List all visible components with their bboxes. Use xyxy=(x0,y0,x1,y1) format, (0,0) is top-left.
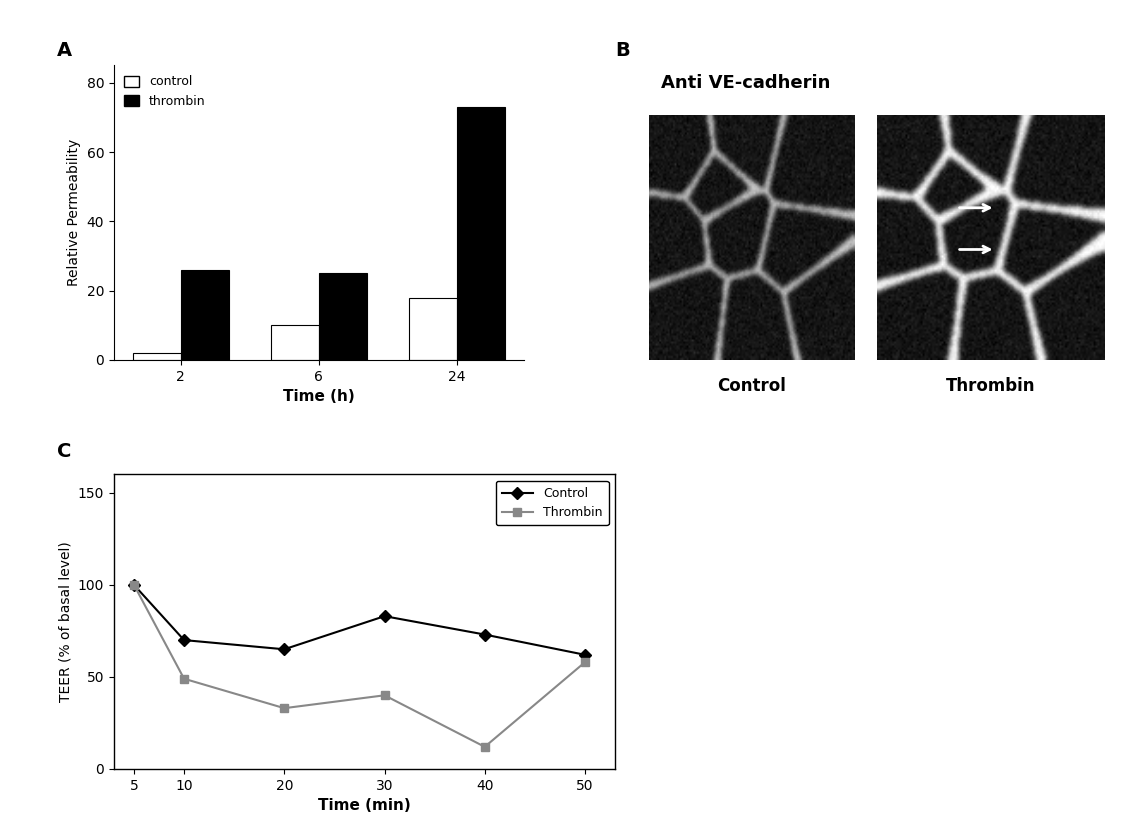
Control xyxy=(128,580,141,590)
Text: Thrombin: Thrombin xyxy=(947,377,1035,395)
Line: Thrombin: Thrombin xyxy=(130,581,589,751)
Thrombin xyxy=(278,703,292,713)
Thrombin xyxy=(178,674,191,684)
Bar xyxy=(319,273,367,360)
Bar xyxy=(181,270,229,360)
Text: Control: Control xyxy=(718,377,786,395)
Bar xyxy=(271,326,319,360)
Text: C: C xyxy=(57,442,72,461)
Text: B: B xyxy=(615,41,630,60)
Thrombin xyxy=(128,580,141,590)
Text: A: A xyxy=(57,41,72,60)
X-axis label: Time (h): Time (h) xyxy=(284,389,354,404)
Control xyxy=(278,645,292,654)
Y-axis label: TEER (% of basal level): TEER (% of basal level) xyxy=(58,542,72,702)
Control xyxy=(478,630,492,640)
Bar xyxy=(132,353,181,360)
Control xyxy=(378,611,392,621)
Bar xyxy=(409,298,457,360)
Bar xyxy=(457,107,506,360)
Text: Anti VE-cadherin: Anti VE-cadherin xyxy=(661,74,830,92)
Control xyxy=(178,635,191,645)
Line: Control: Control xyxy=(130,581,589,659)
Thrombin xyxy=(478,742,492,752)
Legend: control, thrombin: control, thrombin xyxy=(120,72,210,111)
Legend: Control, Thrombin: Control, Thrombin xyxy=(495,481,609,525)
Thrombin xyxy=(378,690,392,700)
X-axis label: Time (min): Time (min) xyxy=(318,798,411,813)
Control xyxy=(579,649,592,659)
Y-axis label: Relative Permeability: Relative Permeability xyxy=(67,139,81,286)
Thrombin xyxy=(579,658,592,667)
